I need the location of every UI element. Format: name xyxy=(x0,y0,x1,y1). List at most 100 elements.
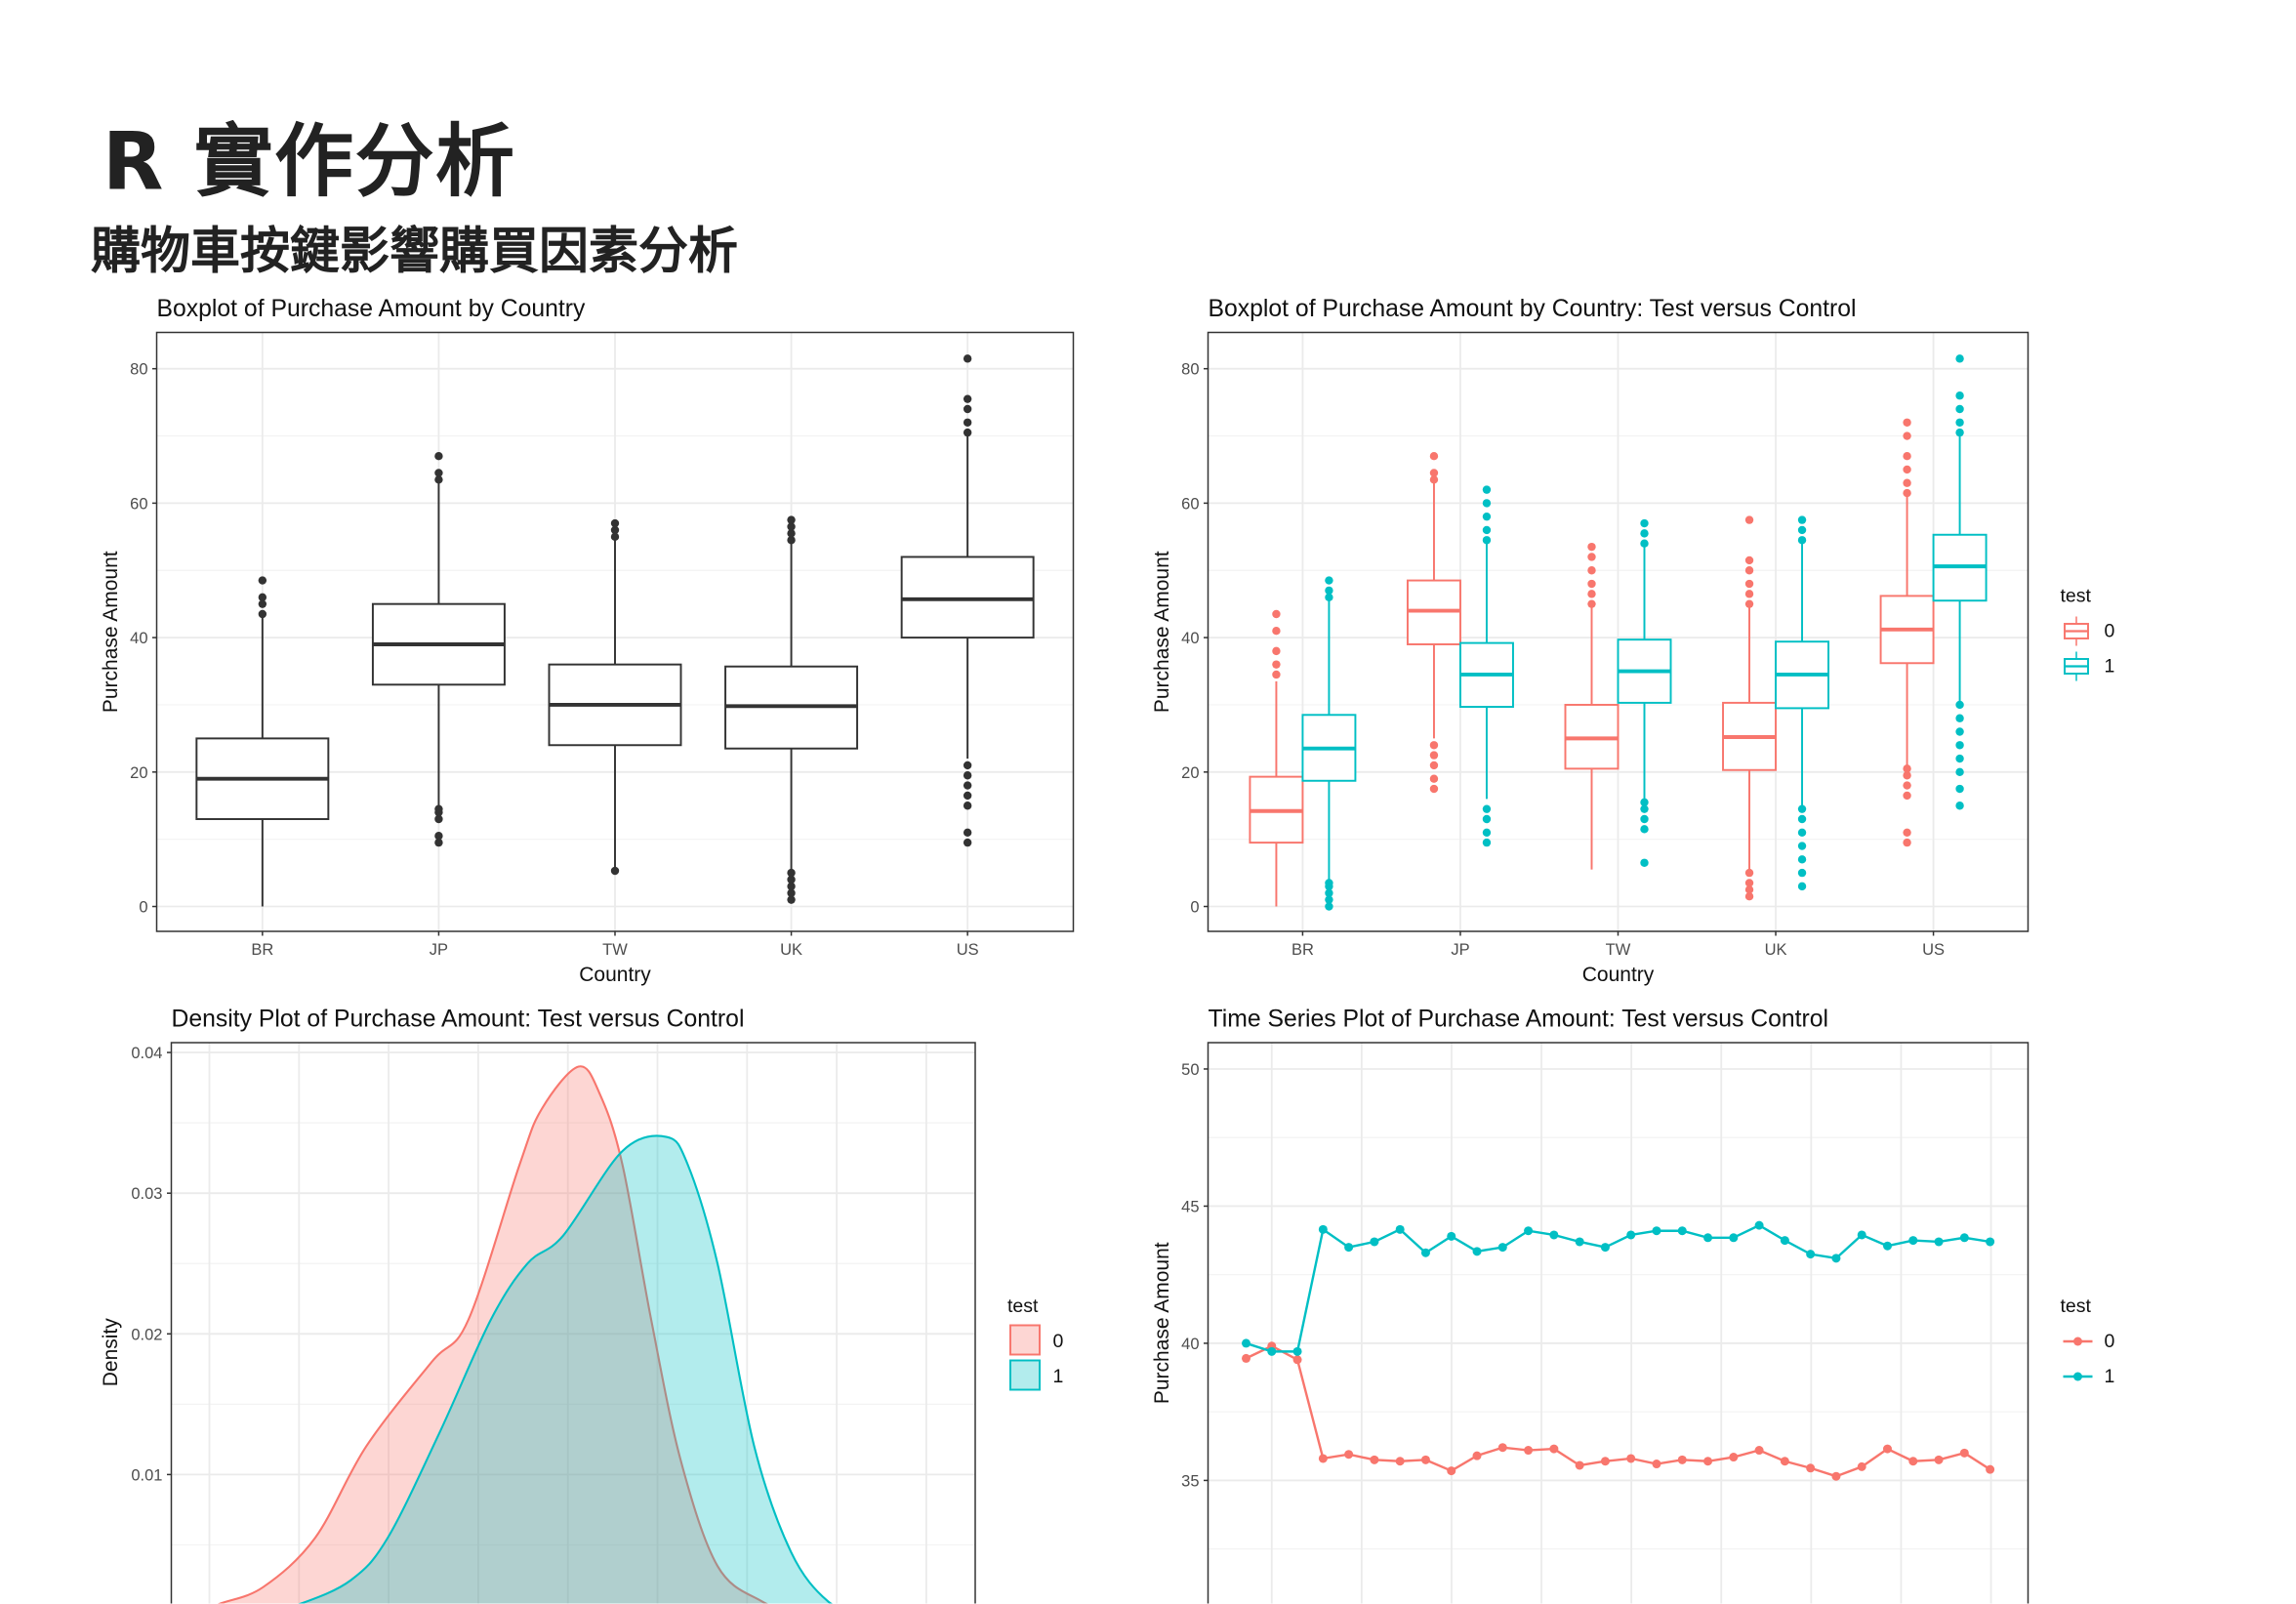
outlier-point xyxy=(1272,660,1281,669)
box xyxy=(195,576,330,907)
outlier-point xyxy=(1955,784,1964,794)
y-axis-label: Purchase Amount xyxy=(100,551,122,713)
data-point xyxy=(1242,1338,1250,1348)
data-point xyxy=(1472,1451,1482,1460)
x-tick-label: JP xyxy=(1451,941,1469,959)
legend-label: 0 xyxy=(2105,1331,2115,1352)
outlier-point xyxy=(787,895,796,904)
data-point xyxy=(1575,1460,1584,1470)
data-point xyxy=(1857,1230,1866,1240)
outlier-point xyxy=(1903,771,1911,780)
outlier-point xyxy=(1325,593,1333,601)
box xyxy=(1564,542,1620,870)
data-point xyxy=(1831,1471,1841,1481)
data-point xyxy=(1344,1450,1354,1460)
data-point xyxy=(1934,1455,1944,1464)
data-point xyxy=(1677,1455,1687,1464)
data-point xyxy=(1986,1464,1995,1474)
outlier-point xyxy=(1272,670,1281,679)
outlier-point xyxy=(1744,515,1754,524)
data-point xyxy=(1729,1233,1739,1243)
outlier-point xyxy=(787,868,796,878)
outlier-point xyxy=(1325,586,1333,596)
y-tick-label: 80 xyxy=(130,361,147,379)
outlier-point xyxy=(1955,354,1964,363)
legend-label: 1 xyxy=(1053,1366,1064,1387)
x-tick-label: US xyxy=(1922,941,1945,959)
x-tick-label: UK xyxy=(1765,941,1787,959)
panel-border xyxy=(170,1042,976,1604)
outlier-point xyxy=(1903,764,1911,773)
data-point xyxy=(1883,1241,1892,1251)
outlier-point xyxy=(1482,512,1492,521)
x-tick-label: BR xyxy=(251,941,273,959)
outlier-point xyxy=(1903,465,1911,474)
outlier-point xyxy=(1903,828,1911,837)
y-axis-label: Purchase Amount xyxy=(1151,1242,1173,1404)
outlier-point xyxy=(1903,488,1911,498)
box xyxy=(1249,609,1304,907)
data-point xyxy=(1908,1457,1918,1466)
outlier-point xyxy=(258,593,267,601)
y-axis-label: Purchase Amount xyxy=(1151,551,1173,713)
outlier-point xyxy=(1482,838,1492,847)
y-tick-label: 50 xyxy=(1181,1061,1199,1079)
outlier-point xyxy=(1272,646,1281,656)
plot-panel xyxy=(1208,1043,2029,1604)
outlier-point xyxy=(1640,825,1649,834)
outlier-point xyxy=(963,354,972,363)
chart-title: Time Series Plot of Purchase Amount: Tes… xyxy=(1209,1007,1829,1033)
legend-title: test xyxy=(1007,1296,1039,1317)
outlier-point xyxy=(1744,555,1754,565)
data-point xyxy=(1575,1237,1584,1247)
y-tick-label: 0 xyxy=(139,899,147,917)
data-point xyxy=(1242,1353,1250,1363)
page-subtitle: 購物車按鍵影響購買因素分析 xyxy=(91,223,738,281)
chart-2: Density Plot of Purchase Amount: Test ve… xyxy=(100,1007,1064,1604)
panel-border xyxy=(1207,1042,2030,1604)
box xyxy=(900,354,1035,847)
x-tick-label: UK xyxy=(780,941,802,959)
outlier-point xyxy=(1797,882,1807,891)
outlier-point xyxy=(1272,609,1281,619)
outlier-point xyxy=(1797,868,1807,878)
data-point xyxy=(1524,1226,1534,1236)
outlier-point xyxy=(1955,700,1964,710)
data-point xyxy=(1703,1233,1713,1243)
outlier-point xyxy=(1429,784,1439,794)
outlier-point xyxy=(1744,891,1754,901)
legend-key-point xyxy=(2073,1372,2082,1381)
data-point xyxy=(1292,1355,1302,1365)
y-tick-label: 60 xyxy=(130,495,147,513)
outlier-point xyxy=(1640,529,1649,538)
data-point xyxy=(1626,1230,1636,1240)
outlier-point xyxy=(610,532,620,542)
outlier-point xyxy=(1587,542,1596,552)
outlier-point xyxy=(963,418,972,427)
data-point xyxy=(1652,1226,1661,1236)
outlier-point xyxy=(1955,418,1964,427)
outlier-point xyxy=(434,832,443,841)
outlier-point xyxy=(1903,418,1911,427)
outlier-point xyxy=(963,828,972,837)
outlier-point xyxy=(1955,727,1964,736)
y-tick-label: 40 xyxy=(1181,630,1199,647)
outlier-point xyxy=(1325,879,1333,887)
legend-label: 0 xyxy=(2105,621,2115,642)
outlier-point xyxy=(1482,828,1492,837)
data-point xyxy=(1549,1230,1559,1240)
y-tick-label: 0.04 xyxy=(131,1045,162,1062)
legend: test 0 1 xyxy=(1007,1296,1064,1391)
y-tick-label: 80 xyxy=(1181,361,1199,379)
outlier-point xyxy=(1744,566,1754,575)
outlier-point xyxy=(787,515,796,524)
chart-title: Boxplot of Purchase Amount by Country xyxy=(157,296,586,322)
y-tick-label: 60 xyxy=(1181,495,1199,513)
outlier-point xyxy=(1903,478,1911,487)
outlier-point xyxy=(1325,888,1333,897)
data-point xyxy=(1472,1247,1482,1256)
data-point xyxy=(1395,1457,1405,1466)
outlier-point xyxy=(1482,499,1492,508)
box xyxy=(1932,354,1988,810)
